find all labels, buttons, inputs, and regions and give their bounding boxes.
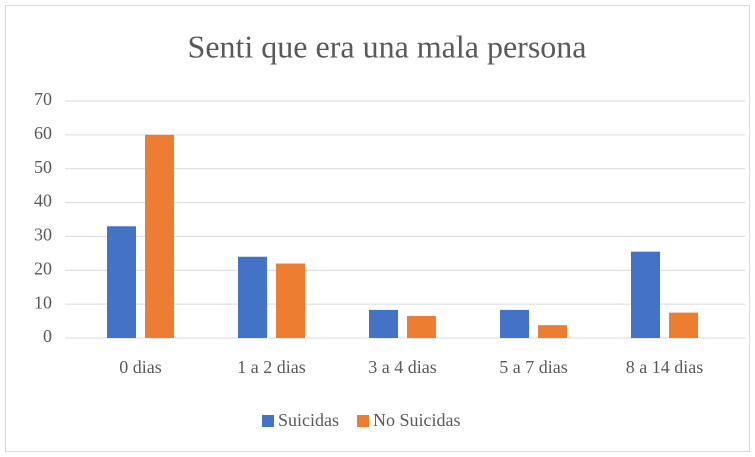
y-tick-label: 40	[34, 191, 52, 211]
legend-swatch	[357, 415, 369, 427]
bar	[500, 309, 529, 338]
x-tick-label: 3 a 4 dias	[368, 357, 436, 377]
y-tick-label: 30	[34, 225, 52, 245]
x-tick-label: 5 a 7 dias	[499, 357, 567, 377]
bar	[538, 325, 567, 338]
y-tick-label: 70	[34, 89, 52, 109]
bar	[369, 309, 398, 338]
bar	[407, 315, 436, 338]
bar	[631, 251, 660, 338]
legend-label: No Suicidas	[373, 410, 461, 430]
bar	[107, 226, 136, 338]
y-tick-label: 60	[34, 123, 52, 143]
bar	[238, 256, 267, 338]
y-tick-label: 20	[34, 258, 52, 278]
x-tick-label: 8 a 14 dias	[626, 357, 703, 377]
x-tick-label: 1 a 2 dias	[237, 357, 305, 377]
y-tick-label: 50	[34, 157, 52, 177]
y-tick-label: 0	[43, 326, 52, 346]
legend-swatch	[262, 415, 274, 427]
legend-label: Suicidas	[278, 410, 339, 430]
x-tick-label: 0 dias	[119, 357, 162, 377]
y-tick-label: 10	[34, 292, 52, 312]
chart-title: Senti que era una mala persona	[188, 28, 587, 64]
bar	[276, 263, 305, 338]
bar	[669, 312, 698, 338]
bar	[145, 134, 174, 338]
